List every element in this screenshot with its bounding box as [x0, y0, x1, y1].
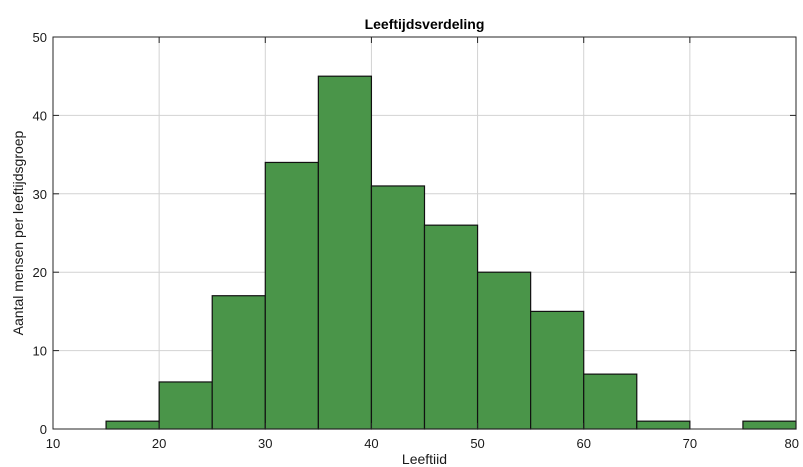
- y-tick-label: 50: [33, 30, 47, 45]
- x-axis-label: Leeftiid: [402, 451, 447, 467]
- histogram-bar: [423, 224, 479, 430]
- chart-title: Leeftijdsverdeling: [365, 16, 485, 32]
- y-tick-label: 40: [33, 108, 47, 123]
- x-tick-label: 50: [470, 436, 484, 451]
- x-tick-label: 60: [576, 436, 590, 451]
- axes-frame: [52, 36, 797, 430]
- histogram-bar: [264, 161, 319, 430]
- y-tick-label: 30: [33, 187, 47, 202]
- x-tick-label: 20: [152, 436, 166, 451]
- histogram-bars: [105, 75, 797, 430]
- x-tick-labels: 10 20 30 40 50 60 70 80: [46, 436, 799, 451]
- y-axis-label: Aantal mensen per leeftijdsgroep: [10, 130, 26, 335]
- histogram-bar: [211, 295, 266, 430]
- x-tick-label: 30: [258, 436, 272, 451]
- histogram-bar: [530, 310, 585, 430]
- x-tick-label: 10: [46, 436, 60, 451]
- tick-marks: [52, 36, 797, 430]
- histogram-bar: [317, 75, 373, 430]
- y-tick-label: 20: [33, 265, 47, 280]
- y-tick-label: 0: [40, 422, 47, 437]
- histogram-bar: [476, 271, 532, 430]
- x-tick-label: 70: [683, 436, 697, 451]
- x-tick-label: 80: [785, 436, 799, 451]
- histogram-bar: [742, 420, 797, 430]
- histogram-bar: [583, 373, 638, 430]
- histogram-bar: [370, 185, 426, 430]
- histogram-bar: [636, 420, 691, 430]
- y-tick-label: 10: [33, 344, 47, 359]
- y-tick-labels: 0 10 20 30 40 50: [33, 30, 47, 437]
- histogram-bar: [105, 420, 160, 430]
- x-tick-label: 40: [364, 436, 378, 451]
- histogram-bar: [158, 381, 213, 430]
